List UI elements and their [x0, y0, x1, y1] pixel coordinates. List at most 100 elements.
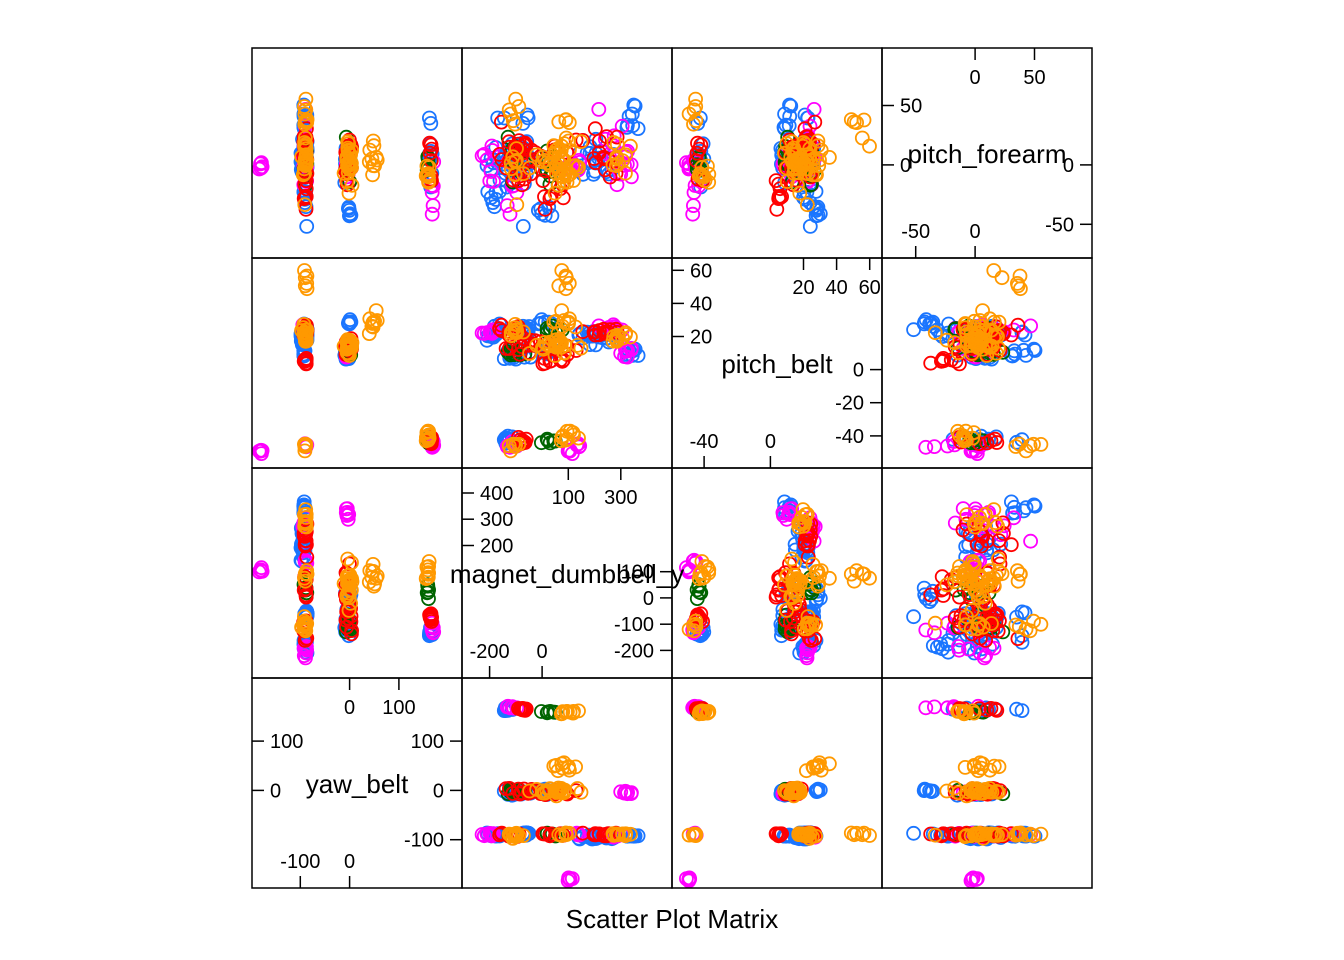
- data-point: [558, 130, 574, 146]
- tick-label: 60: [859, 277, 881, 299]
- data-point: [1033, 826, 1049, 842]
- data-point: [994, 270, 1010, 286]
- data-point: [421, 430, 437, 446]
- data-point: [493, 114, 509, 130]
- data-point: [689, 145, 705, 161]
- data-point: [511, 99, 527, 114]
- data-point: [984, 616, 999, 631]
- data-point: [338, 505, 354, 521]
- data-point: [299, 642, 315, 658]
- data-point: [298, 350, 314, 366]
- data-point: [1008, 617, 1024, 633]
- data-point: [979, 783, 995, 798]
- data-point: [810, 564, 826, 579]
- data-point: [508, 91, 524, 107]
- data-point: [365, 314, 381, 330]
- data-point: [573, 784, 589, 800]
- data-point: [777, 106, 792, 122]
- data-point: [509, 141, 524, 157]
- data-point: [484, 138, 500, 154]
- data-point: [509, 197, 525, 213]
- data-point: [688, 826, 703, 842]
- data-point: [529, 337, 545, 353]
- data-point: [939, 783, 955, 799]
- data-point: [423, 137, 439, 153]
- tick-label: -100: [404, 830, 444, 852]
- data-point: [689, 591, 705, 606]
- data-point: [809, 201, 825, 217]
- data-point: [972, 616, 987, 632]
- data-point: [790, 785, 805, 801]
- data-point: [630, 121, 646, 137]
- data-point: [957, 316, 973, 331]
- panel-border: [881, 677, 1093, 889]
- data-point: [957, 760, 973, 775]
- tick-label: -100: [614, 614, 654, 636]
- data-point: [774, 826, 789, 842]
- data-point: [796, 514, 811, 529]
- data-point: [502, 206, 518, 222]
- data-point: [1022, 826, 1038, 842]
- data-point: [535, 826, 551, 842]
- data-point: [619, 786, 635, 802]
- data-point: [482, 173, 498, 189]
- tick-label: 20: [690, 327, 712, 349]
- data-point: [558, 166, 573, 182]
- data-point: [701, 562, 717, 578]
- x-axis-title: Scatter Plot Matrix: [566, 904, 778, 934]
- data-point: [298, 589, 314, 605]
- tick-label: -20: [835, 393, 864, 415]
- data-point: [940, 438, 955, 454]
- tick-label: 50: [1023, 67, 1045, 89]
- data-point: [424, 206, 440, 222]
- tick-label: -200: [470, 641, 510, 663]
- data-point: [503, 325, 519, 341]
- data-point: [806, 151, 822, 167]
- data-point: [1010, 317, 1026, 333]
- data-point: [971, 623, 987, 639]
- data-point: [554, 303, 570, 319]
- data-point: [922, 594, 937, 609]
- data-point: [822, 570, 837, 586]
- data-point: [972, 313, 988, 328]
- data-point: [562, 423, 578, 439]
- data-point: [959, 609, 974, 624]
- data-point: [423, 116, 439, 131]
- data-point: [552, 782, 568, 798]
- data-point: [986, 314, 1002, 330]
- data-point: [562, 871, 578, 887]
- data-point: [479, 152, 495, 168]
- data-point: [950, 704, 966, 719]
- data-point: [296, 507, 312, 522]
- data-point: [611, 827, 626, 843]
- data-point: [340, 511, 356, 527]
- data-point: [939, 577, 955, 593]
- data-point: [925, 314, 941, 330]
- data-point: [623, 786, 639, 801]
- tick-label: 40: [825, 277, 847, 299]
- tick-label: 40: [690, 293, 712, 315]
- data-point: [298, 102, 314, 118]
- data-point: [343, 595, 359, 611]
- data-point: [613, 784, 629, 800]
- data-point: [339, 335, 355, 350]
- data-point: [1018, 347, 1034, 363]
- data-point: [777, 577, 792, 593]
- data-point: [505, 786, 521, 801]
- data-point: [685, 206, 701, 222]
- data-point: [947, 335, 963, 351]
- data-point: [952, 356, 967, 372]
- data-point: [341, 199, 357, 215]
- data-point: [298, 322, 314, 338]
- data-point: [298, 91, 314, 107]
- data-point: [686, 116, 701, 132]
- tick-label: -100: [280, 851, 320, 873]
- tick-label: -200: [614, 640, 654, 662]
- data-point: [339, 587, 355, 603]
- data-point: [701, 704, 717, 720]
- data-point: [561, 825, 577, 841]
- data-point: [862, 138, 877, 154]
- data-point: [420, 166, 436, 182]
- tick-label: 0: [344, 697, 355, 719]
- data-point: [986, 828, 1002, 843]
